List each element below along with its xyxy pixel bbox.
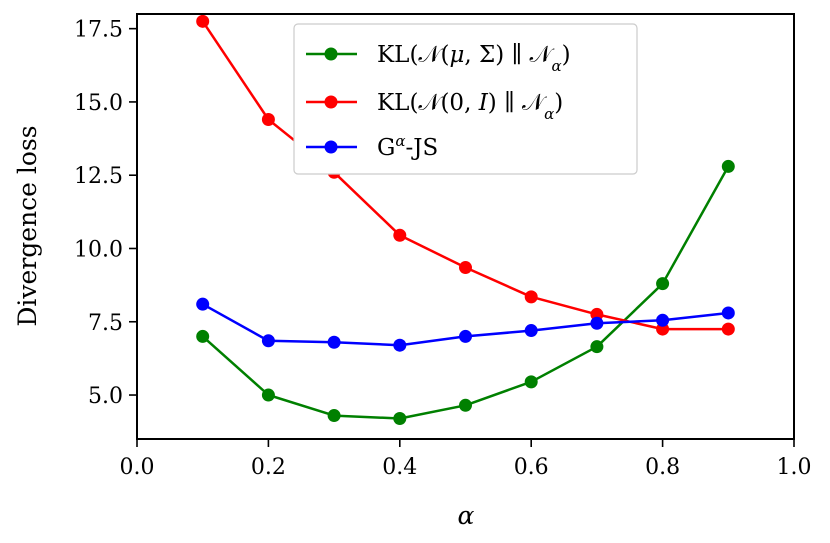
plot-frame — [136, 13, 795, 440]
data-point — [656, 313, 670, 327]
y-tick-label: 17.5 — [74, 18, 123, 43]
legend-text-part: KL(𝒩(0, — [377, 90, 479, 116]
data-point — [721, 322, 735, 336]
data-point — [196, 14, 210, 28]
legend-text-part: ) ∥ 𝒩 — [488, 90, 548, 116]
legend-marker — [324, 95, 338, 109]
data-point — [196, 297, 210, 311]
data-point — [656, 277, 670, 291]
data-point — [393, 228, 407, 242]
legend-subscript: α — [544, 105, 554, 123]
legend-subscript: α — [552, 57, 562, 75]
series-line — [201, 165, 730, 420]
data-point — [459, 329, 472, 343]
x-tick-label: 0.6 — [514, 455, 549, 480]
ticks-layer: 0.0 0.2 0.4 0.6 0.8 1.0 5.0 7.5 10.0 12.5 15.0 17.5 — [74, 18, 811, 480]
legend-text-part: ) — [562, 42, 571, 68]
x-tick-label: 0.4 — [382, 455, 417, 480]
series-0 — [196, 159, 735, 425]
data-point — [721, 159, 735, 173]
legend-italic-symbol: μ — [449, 42, 464, 68]
data-point — [261, 113, 275, 127]
y-tick-label: 12.5 — [74, 164, 123, 189]
data-point — [327, 335, 341, 349]
data-point — [393, 411, 407, 425]
legend-text-part: , Σ) ∥ 𝒩 — [464, 42, 555, 68]
legend-superscript: α — [395, 132, 405, 150]
legend-box — [293, 23, 638, 175]
x-tick-label: 0.0 — [120, 455, 155, 480]
y-axis-label: Divergence loss — [13, 125, 42, 326]
y-tick-label: 7.5 — [88, 311, 123, 336]
legend-label: KL(𝒩(0, I) ∥ 𝒩α) — [377, 90, 563, 123]
data-point — [524, 324, 538, 338]
y-tick-label: 15.0 — [74, 91, 123, 116]
data-point — [590, 316, 604, 330]
data-point — [459, 261, 472, 275]
y-tick-label: 5.0 — [88, 384, 123, 409]
series-2 — [196, 297, 735, 352]
legend-text-part: -JS — [406, 135, 439, 161]
data-point — [524, 375, 538, 389]
x-tick-label: 0.2 — [251, 455, 286, 480]
data-point — [393, 338, 407, 352]
legend-italic-symbol: I — [478, 90, 489, 116]
data-point — [459, 398, 472, 412]
legend-marker — [324, 140, 338, 154]
legend-label: Gα-JS — [377, 132, 438, 161]
data-point — [721, 306, 735, 320]
legend-text-part: KL(𝒩( — [377, 42, 449, 68]
legend-text-part: ) — [554, 90, 563, 116]
y-tick-label: 10.0 — [74, 237, 123, 262]
data-point — [524, 290, 538, 304]
x-axis-label: α — [458, 501, 475, 530]
legend-text-part: G — [377, 135, 395, 161]
data-point — [327, 409, 341, 423]
data-point — [261, 388, 275, 402]
series-1 — [196, 14, 735, 336]
data-point — [590, 340, 604, 354]
legend-marker — [324, 47, 338, 61]
data-point — [261, 334, 275, 348]
x-tick-label: 1.0 — [777, 455, 812, 480]
series-layer — [196, 14, 735, 425]
x-tick-label: 0.8 — [645, 455, 680, 480]
legend: KL(𝒩(μ, Σ) ∥ 𝒩α)KL(𝒩(0, I) ∥ 𝒩α)Gα-JS — [293, 23, 638, 175]
data-point — [196, 329, 210, 343]
legend-label: KL(𝒩(μ, Σ) ∥ 𝒩α) — [377, 42, 571, 75]
